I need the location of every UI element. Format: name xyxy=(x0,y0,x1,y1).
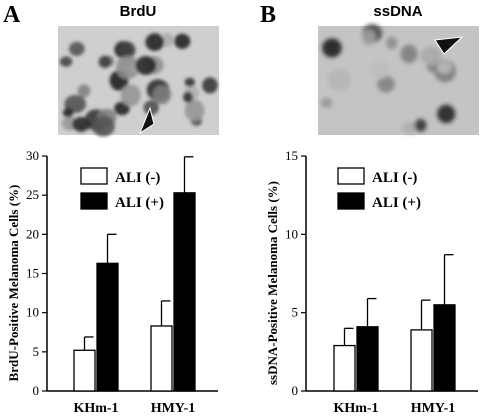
y-axis-label-b: ssDNA-Positive Melanoma Cells (%) xyxy=(265,181,280,385)
y-tick-label: 5 xyxy=(292,305,299,320)
arrowhead-pointer-a xyxy=(138,106,155,135)
legend-swatch xyxy=(80,192,108,210)
bar-ali-plus-hmy-1 xyxy=(173,192,196,392)
bar-ali-minus-hmy-1 xyxy=(410,329,433,392)
legend-label: ALI (+) xyxy=(372,195,421,211)
bar-ali-plus-hmy-1 xyxy=(433,304,456,392)
y-tick-label: 15 xyxy=(285,148,298,163)
legend-swatch xyxy=(80,167,108,185)
y-tick-label: 10 xyxy=(26,305,39,320)
legend-swatch xyxy=(337,192,365,210)
bar-ali-minus-khm-1 xyxy=(73,349,96,392)
y-tick-label: 30 xyxy=(26,148,39,163)
bar-chart-a: 0 5 10 15 20 25 30 KHm-1 HMY-1 ALI (-) ALI (+) xyxy=(26,148,218,416)
legend-label: ALI (+) xyxy=(115,195,164,211)
legend-label: ALI (-) xyxy=(115,170,160,186)
y-tick-label: 5 xyxy=(33,344,40,359)
bar-ali-plus-khm-1 xyxy=(356,326,379,392)
y-tick-label: 10 xyxy=(285,226,298,241)
brdu-micrograph xyxy=(58,26,219,137)
category-label: KHm-1 xyxy=(333,401,378,416)
category-label: HMY-1 xyxy=(411,401,456,416)
y-tick-label: 25 xyxy=(26,187,39,202)
panel-title-b: ssDNA xyxy=(373,3,422,20)
bar-chart-b: 0 5 10 15 KHm-1 HMY-1 ALI (-) ALI (+) xyxy=(285,148,478,416)
ssdna-micrograph xyxy=(318,24,479,135)
category-label: KHm-1 xyxy=(73,401,118,416)
legend-label: ALI (-) xyxy=(372,170,417,186)
panel-title-a: BrdU xyxy=(120,3,157,20)
y-axis-label-a: BrdU-Positive Melanoma Cells (%) xyxy=(6,185,21,382)
y-tick-label: 15 xyxy=(26,266,39,281)
y-tick-label: 0 xyxy=(33,383,40,398)
bar-ali-minus-khm-1 xyxy=(333,344,356,392)
panel-letter-a: A xyxy=(3,2,21,28)
y-tick-label: 0 xyxy=(292,383,299,398)
bar-ali-minus-hmy-1 xyxy=(150,325,173,392)
category-label: HMY-1 xyxy=(151,401,196,416)
bar-ali-plus-khm-1 xyxy=(96,262,119,392)
arrowhead-pointer-b xyxy=(434,36,464,55)
y-tick-label: 20 xyxy=(26,226,39,241)
panel-letter-b: B xyxy=(260,2,276,28)
legend-swatch xyxy=(337,167,365,185)
